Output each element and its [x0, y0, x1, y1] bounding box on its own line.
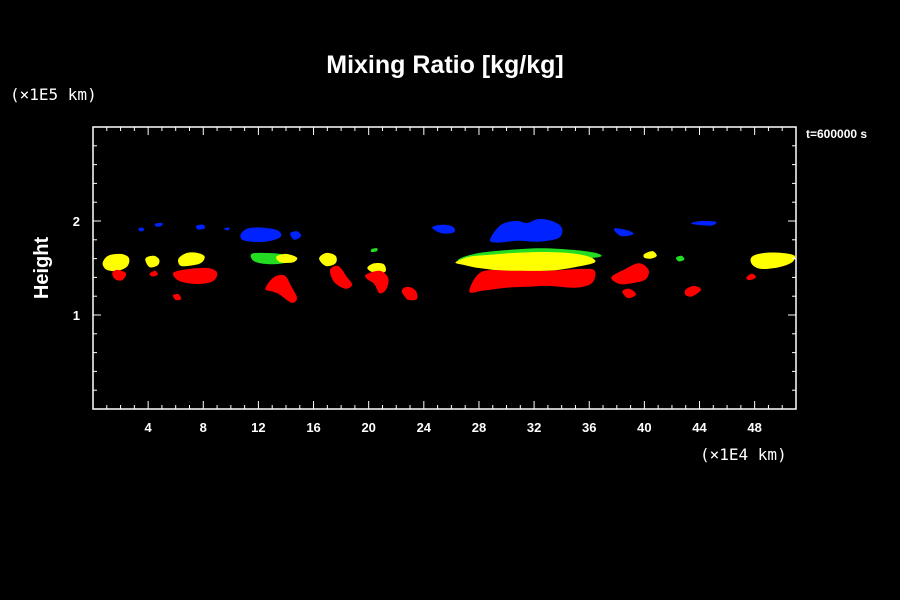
region-yellow: [145, 255, 160, 268]
region-red: [172, 294, 182, 301]
region-blue: [613, 228, 634, 237]
x-tick-label: 36: [582, 420, 596, 435]
region-red: [684, 285, 701, 297]
x-tick-label: 24: [417, 420, 432, 435]
y-tick-label: 2: [73, 214, 80, 229]
region-yellow: [643, 251, 657, 259]
region-blue: [690, 220, 717, 226]
y-axis-label: Height: [31, 237, 53, 300]
region-yellow: [102, 253, 130, 272]
y-axis-unit: (×1E5 km): [10, 85, 97, 104]
region-blue: [223, 227, 230, 231]
region-blue: [489, 219, 563, 243]
region-red: [172, 267, 218, 284]
chart-title: Mixing Ratio [kg/kg]: [326, 51, 564, 79]
region-blue: [196, 224, 206, 230]
region-red: [112, 269, 127, 281]
region-red: [611, 263, 649, 285]
x-tick-label: 40: [637, 420, 651, 435]
x-tick-label: 44: [692, 420, 707, 435]
x-tick-label: 28: [472, 420, 486, 435]
region-red: [469, 268, 596, 293]
region-blue: [240, 227, 282, 242]
region-red: [365, 270, 389, 294]
plot-frame: [92, 126, 797, 410]
region-red: [622, 288, 637, 299]
region-yellow: [750, 252, 796, 270]
region-red: [149, 270, 158, 277]
region-red: [265, 274, 297, 303]
region-yellow: [367, 262, 386, 274]
region-red: [329, 265, 353, 289]
region-blue: [290, 231, 302, 240]
region-yellow: [178, 252, 205, 267]
x-tick-label: 16: [306, 420, 320, 435]
region-green: [676, 255, 685, 262]
x-tick-label: 32: [527, 420, 541, 435]
x-axis-unit: (×1E4 km): [700, 445, 787, 464]
region-yellow: [276, 253, 298, 264]
region-blue: [138, 227, 145, 232]
region-red: [746, 273, 757, 281]
region-red: [401, 286, 418, 301]
region-blue: [432, 224, 456, 234]
x-tick-label: 20: [361, 420, 375, 435]
region-green: [370, 248, 378, 253]
x-tick-label: 4: [145, 420, 153, 435]
y-tick-label: 1: [73, 308, 80, 323]
x-tick-label: 12: [251, 420, 265, 435]
mixing-ratio-regions: [102, 219, 796, 303]
region-yellow: [455, 252, 596, 272]
x-tick-label: 48: [747, 420, 761, 435]
region-yellow: [319, 252, 337, 267]
region-blue: [154, 222, 163, 227]
time-label: t=600000 s: [806, 127, 867, 141]
x-tick-label: 8: [200, 420, 207, 435]
